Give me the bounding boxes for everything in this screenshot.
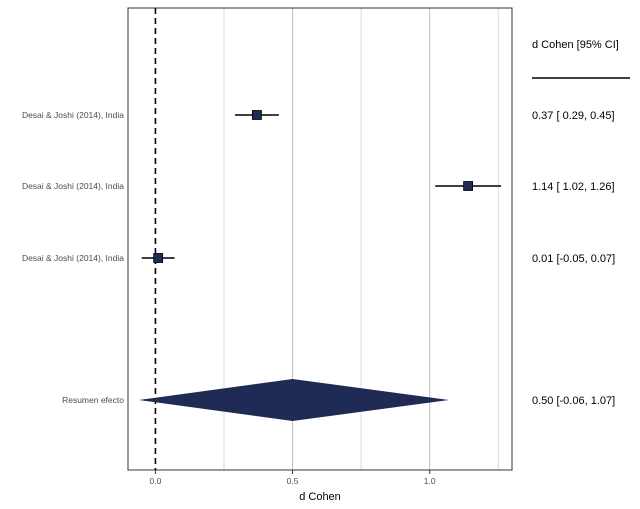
ci-value: 1.14 [ 1.02, 1.26] — [532, 181, 615, 193]
x-tick-label: 0.5 — [287, 476, 299, 486]
x-tick-label: 0.0 — [150, 476, 162, 486]
study-marker — [463, 181, 474, 191]
study-marker — [153, 253, 164, 263]
x-axis-title: d Cohen — [299, 491, 341, 503]
study-label: Desai & Joshi (2014), India — [22, 110, 124, 120]
study-label: Desai & Joshi (2014), India — [22, 253, 124, 263]
summary-diamond — [138, 379, 449, 421]
ci-value: 0.01 [-0.05, 0.07] — [532, 253, 615, 265]
marks-layer — [138, 110, 502, 421]
summary-ci-value: 0.50 [-0.06, 1.07] — [532, 395, 615, 407]
study-label: Desai & Joshi (2014), India — [22, 181, 124, 191]
summary-label: Resumen efecto — [62, 395, 124, 405]
x-axis: 0.0 0.5 1.0 — [150, 470, 436, 486]
ci-value: 0.37 [ 0.29, 0.45] — [532, 110, 615, 122]
panel-border — [127, 7, 513, 471]
column-header: d Cohen [95% CI] — [532, 39, 619, 51]
study-marker — [252, 110, 262, 120]
x-tick-label: 1.0 — [424, 476, 436, 486]
labels-layer: Desai & Joshi (2014), India 0.37 [ 0.29, … — [22, 110, 615, 407]
